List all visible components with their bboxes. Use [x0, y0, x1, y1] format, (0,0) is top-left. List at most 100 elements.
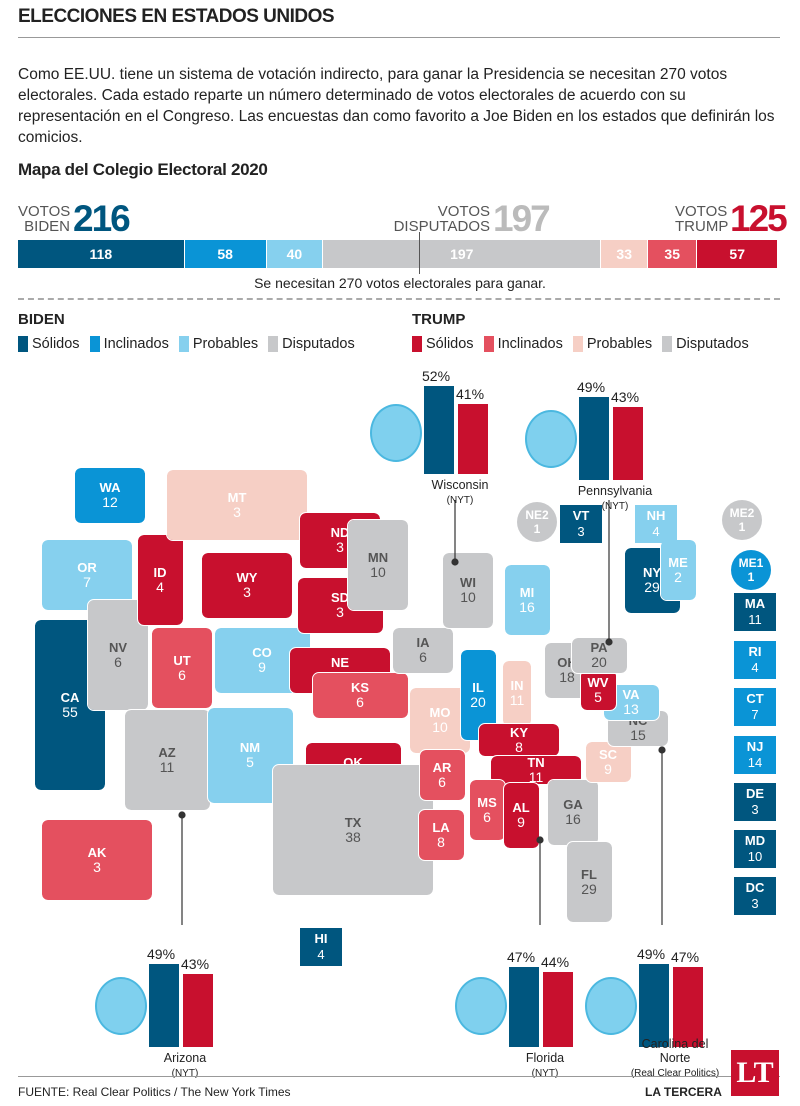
trump-poll-bar [543, 972, 573, 1047]
legend-swatch [572, 336, 583, 352]
trump-poll-bar [673, 967, 703, 1047]
trump-total: VOTOS TRUMP 125 [675, 198, 788, 240]
biden-total-value: 216 [73, 198, 131, 239]
disputed-total: VOTOS DISPUTADOS 197 [390, 198, 551, 240]
source-note: FUENTE: Real Clear Politics / The New Yo… [18, 1085, 291, 1099]
state-box-ct: CT 7 [734, 688, 776, 726]
state-ak [41, 819, 153, 901]
state-label: WA 12 [99, 480, 121, 510]
state-fl [565, 841, 613, 923]
poll-pennsylvania: 49% 43% Pennsylvania (NYT) [525, 368, 695, 512]
connector-dot [178, 811, 186, 819]
legend-biden-title: BIDEN [18, 311, 65, 328]
state-label: NM 5 [239, 740, 261, 770]
state-label: ME 2 [668, 555, 688, 585]
trump-poll-value: 47% [671, 949, 700, 966]
biden-poll-bar [424, 385, 454, 474]
state-ar [418, 749, 466, 801]
legend-item: Inclinados [483, 336, 563, 352]
state-mn [347, 519, 409, 611]
bar-segment: 35 [648, 240, 698, 268]
state-label: MO 10 [429, 705, 451, 735]
state-label: WI 10 [460, 575, 476, 605]
biden-poll-value: 47% [507, 949, 536, 966]
poll-source: (NYT) [531, 1068, 559, 1079]
poll-state-name: Carolina del Norte [641, 1037, 709, 1065]
poll-wisconsin: 52% 41% Wisconsin (NYT) [370, 362, 540, 506]
legend-item: Sólidos [412, 336, 474, 352]
state-label: AK 3 [87, 845, 107, 875]
state-wi [442, 551, 494, 629]
state-label: CO 9 [252, 645, 272, 675]
legend-label: Disputados [282, 336, 355, 352]
trump-poll-bar [458, 404, 488, 474]
legend-label: Sólidos [426, 336, 474, 352]
trump-total-label: VOTOS TRUMP [675, 203, 729, 235]
intro-text: Como EE.UU. tiene un sistema de votación… [18, 66, 775, 146]
state-wy [201, 551, 293, 619]
bar-segment: 33 [601, 240, 648, 268]
state-label: MS 6 [477, 795, 497, 825]
state-label: NV 6 [108, 640, 128, 670]
threshold-line [419, 232, 420, 274]
brand-logo: LT [731, 1050, 779, 1096]
poll-source: (Real Clear Politics) [630, 1068, 720, 1079]
state-label: TX 38 [344, 815, 362, 845]
trump-poll-bar [183, 973, 213, 1047]
state-ks [311, 671, 409, 719]
state-box-vt: VT 3 [560, 505, 602, 543]
divider [18, 298, 780, 300]
legend-swatch [178, 336, 189, 352]
connector-dot [451, 558, 459, 566]
state-ia [392, 626, 454, 674]
state-label: IL 20 [470, 680, 486, 710]
district-me1: ME1 1 [731, 550, 771, 590]
state-label: IA 6 [416, 635, 430, 665]
disputed-total-value: 197 [493, 198, 551, 239]
map-subtitle: Mapa del Colegio Electoral 2020 [18, 160, 268, 179]
legend-trump: Sólidos Inclinados Probables Disputados [412, 336, 749, 352]
state-la [417, 809, 465, 861]
connector-dot [536, 836, 544, 844]
legend-item: Inclinados [89, 336, 169, 352]
state-box-nj: NJ 14 [734, 736, 776, 774]
trump-poll-value: 43% [181, 955, 210, 972]
state-label: MN 10 [367, 550, 389, 580]
biden-poll-value: 49% [147, 945, 176, 962]
trump-total-value: 125 [730, 198, 788, 239]
legend-item: Sólidos [18, 336, 80, 352]
state-label: GA 16 [563, 797, 583, 827]
state-pa [570, 636, 628, 674]
biden-poll-bar [639, 963, 669, 1047]
state-tx [272, 764, 434, 896]
legend-swatch [412, 336, 422, 352]
state-ky [478, 723, 560, 757]
state-label: TN 11 [527, 755, 545, 785]
bar-segment: 197 [323, 240, 602, 268]
trump-poll-bar [613, 406, 643, 480]
bar-segment: 57 [697, 240, 778, 268]
legend-trump-title: TRUMP [412, 311, 466, 328]
state-mi [503, 564, 551, 636]
state-label: MT 3 [227, 490, 247, 520]
state-box-de: DE 3 [734, 783, 776, 821]
trump-poll-value: 44% [541, 954, 570, 971]
biden-poll-bar [149, 963, 179, 1047]
legend-item: Disputados [662, 336, 749, 352]
state-label: KY 8 [509, 725, 529, 755]
state-label: OR 7 [77, 560, 97, 590]
biden-total: VOTOS BIDEN 216 [18, 198, 131, 240]
state-label: LA 8 [432, 820, 450, 850]
legend-item: Probables [178, 336, 258, 352]
state-ga [547, 778, 599, 846]
state-label: AZ 11 [158, 745, 176, 775]
brand-name: LA TERCERA [645, 1085, 722, 1099]
biden-face-icon [95, 977, 147, 1035]
legend-label: Disputados [676, 336, 749, 352]
state-label: ND 3 [330, 525, 350, 555]
state-label: VA 13 [622, 687, 640, 717]
state-label: IN 11 [509, 678, 525, 708]
state-box-md: MD 10 [734, 830, 776, 868]
